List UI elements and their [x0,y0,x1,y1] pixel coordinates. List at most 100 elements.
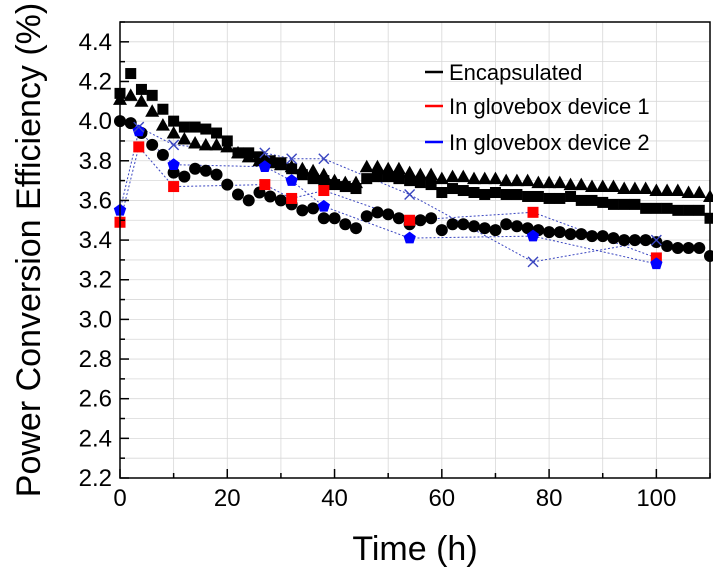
data-point-circle [296,204,309,217]
data-point-triangle [188,135,203,149]
data-point-circle [307,202,320,215]
data-point-circle [425,212,438,225]
data-point-square [414,177,426,189]
data-point-pentagon [403,231,416,244]
data-point-circle [232,188,244,201]
series-points [113,68,713,270]
data-point-triangle [617,181,632,195]
data-point-circle [671,242,684,255]
data-point-square [425,179,437,191]
data-point-triangle [370,159,385,173]
series-line [138,126,657,263]
data-point-square [468,187,480,199]
data-point-square [479,188,491,200]
data-point-circle [586,230,598,243]
data-point-square [565,190,577,202]
y-tick-label: 3.8 [79,148,112,175]
data-point-circle [661,240,674,253]
data-point-square [146,89,158,101]
data-point-triangle [681,185,696,199]
data-point-circle [489,224,502,237]
data-point-circle [360,210,373,223]
data-point-circle [414,214,427,227]
data-point-square [607,198,619,210]
data-point-square [500,188,512,200]
data-point-triangle [595,179,610,193]
data-point-circle [478,222,491,235]
y-tick-label: 4.4 [79,29,112,56]
data-point-circle [189,162,202,175]
data-point-square [457,185,469,197]
data-point-triangle [660,183,675,197]
data-point-triangle [177,131,192,145]
data-point-triangle [198,137,213,151]
data-point-square [554,192,566,204]
data-point-triangle [649,183,664,197]
data-point-square [259,179,271,191]
data-point-circle [435,224,448,237]
data-point-triangle [434,171,449,185]
data-point-square [318,185,330,197]
legend-label-glovebox-2: In glovebox device 2 [449,130,650,155]
data-point-triangle [606,179,621,193]
y-tick-label: 3.6 [79,187,112,214]
data-point-circle [339,218,352,231]
data-point-circle [628,234,641,247]
data-point-triangle [241,149,256,163]
data-point-circle [221,178,234,191]
y-axis-title: Power Conversion Efficiency (%) [10,3,48,497]
data-point-triangle [306,163,321,177]
data-point-square [511,188,523,200]
y-tick-label: 3.0 [79,306,112,333]
data-point-pentagon [258,160,271,172]
legend: Encapsulated In glovebox device 1 In glo… [425,60,650,155]
data-point-x [286,153,298,165]
data-point-square [436,187,448,199]
data-point-square [211,127,223,139]
data-point-circle [575,228,588,241]
data-point-square [704,212,713,224]
data-point-square [404,175,416,187]
data-point-square [296,169,308,181]
data-point-x [168,139,180,151]
y-tick-label: 4.2 [79,68,112,95]
data-point-pentagon [167,158,180,170]
data-point-circle [596,230,609,243]
data-point-triangle [231,145,245,159]
data-point-square [307,173,319,185]
data-point-square [629,198,641,210]
y-tick-label: 2.4 [79,425,112,452]
data-point-square [532,190,544,202]
data-point-triangle [359,159,374,173]
data-point-triangle [338,175,353,189]
data-point-circle [178,170,191,183]
data-point-triangle [509,173,524,187]
data-point-square [178,121,190,133]
data-point-triangle [413,167,428,181]
data-point-triangle [327,173,342,187]
x-tick-label: 0 [113,485,126,512]
x-tick-label: 40 [321,485,348,512]
y-tick-label: 2.2 [79,465,112,492]
data-point-circle [124,117,137,130]
data-point-square [168,115,180,127]
legend-label-encapsulated: Encapsulated [449,60,582,85]
data-point-square [133,141,145,153]
data-point-square [393,173,405,185]
data-point-triangle [552,175,567,189]
data-point-triangle [499,173,514,187]
data-point-square [361,173,373,185]
data-point-triangle [209,137,224,151]
data-point-triangle [542,175,557,189]
data-point-square [286,192,298,204]
data-point-square [371,171,383,183]
data-point-circle [521,222,534,235]
data-point-x [650,234,662,246]
data-point-pentagon [317,199,330,212]
data-point-triangle [123,88,138,101]
x-tick-label: 60 [428,485,455,512]
data-point-square [650,202,662,214]
data-point-square [640,202,652,214]
data-point-x [527,256,539,268]
data-point-square [157,103,169,115]
